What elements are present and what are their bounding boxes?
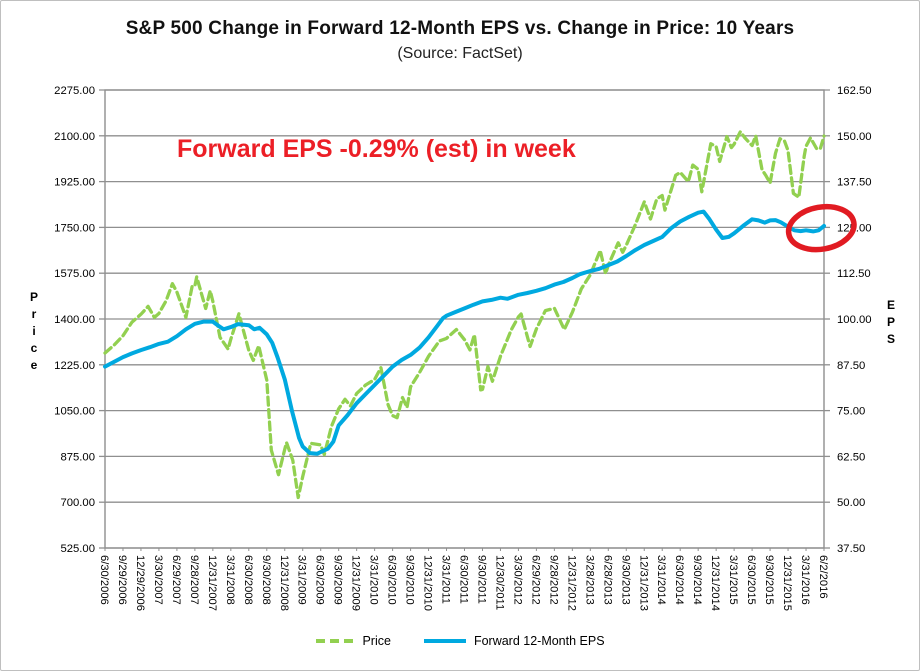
right-axis-tick-label: 137.50 <box>837 177 872 189</box>
x-axis-tick-label: 12/31/2014 <box>709 555 721 611</box>
x-axis-tick-label: 6/30/2006 <box>98 555 110 605</box>
x-axis-tick-label: 12/31/2013 <box>637 555 649 611</box>
x-axis-tick-label: 3/31/2014 <box>655 555 667 605</box>
right-axis-tick-label: 150.00 <box>837 131 872 143</box>
legend-item-price: Price <box>315 634 391 648</box>
left-axis-tick-label: 1400.00 <box>54 314 95 326</box>
x-axis-tick-label: 9/30/2014 <box>691 555 703 605</box>
left-axis-tick-label: 700.00 <box>60 497 95 509</box>
legend-eps-solid-swatch <box>423 639 466 643</box>
left-axis-tick-label: 1750.00 <box>54 222 95 234</box>
x-axis-tick-label: 6/30/2011 <box>458 555 470 604</box>
x-axis-tick-label: 12/31/2012 <box>565 555 577 611</box>
legend-price-dashed-swatch <box>316 639 355 643</box>
x-axis-tick-label: 6/30/2009 <box>314 555 326 605</box>
right-axis-tick-label: 50.00 <box>837 497 865 509</box>
left-axis-tick-label: 875.00 <box>60 451 95 463</box>
x-axis-tick-label: 3/31/2016 <box>799 555 811 605</box>
price-series-line <box>103 129 826 500</box>
left-axis-tick-label: 1575.00 <box>54 268 95 280</box>
x-axis-tick-label: 6/2/2016 <box>817 555 829 599</box>
x-axis-tick-label: 9/28/2007 <box>188 555 200 605</box>
forward-eps-annotation: Forward EPS -0.29% (est) in week <box>177 135 576 163</box>
x-axis-tick-label: 12/30/2011 <box>493 555 505 610</box>
x-axis-tick-label: 6/30/2014 <box>673 555 685 605</box>
x-axis-tick-label: 6/29/2012 <box>529 555 541 605</box>
x-axis-tick-label: 9/30/2008 <box>260 555 272 605</box>
x-axis-tick-label: 12/31/2015 <box>781 555 793 611</box>
legend-label-forward-eps: Forward 12-Month EPS <box>473 634 605 648</box>
x-axis-tick-label: 12/31/2008 <box>278 555 290 611</box>
right-axis-tick-label: 100.00 <box>837 314 872 326</box>
x-axis-tick-label: 9/30/2015 <box>763 555 775 605</box>
chart-title: S&P 500 Change in Forward 12-Month EPS v… <box>125 18 795 39</box>
x-axis-tick-label: 6/28/2013 <box>601 555 613 605</box>
x-axis-tick-label: 3/30/2007 <box>152 555 164 605</box>
right-axis-tick-label: 62.50 <box>837 451 865 463</box>
x-axis-tick-label: 9/30/2011 <box>475 555 487 604</box>
x-axis-tick-label: 9/29/2006 <box>116 555 128 605</box>
right-axis-tick-label: 37.50 <box>837 543 865 555</box>
right-axis-tick-label: 87.50 <box>837 360 865 372</box>
right-axis-tick-label: 112.50 <box>837 268 871 280</box>
left-axis-tick-label: 2275.00 <box>54 85 95 97</box>
x-axis-tick-label: 6/29/2007 <box>170 555 182 605</box>
chart-subtitle: (Source: FactSet) <box>397 45 523 62</box>
x-axis-tick-label: 3/30/2012 <box>511 555 523 605</box>
x-axis-tick-label: 3/31/2008 <box>224 555 236 605</box>
x-axis-tick-label: 6/30/2008 <box>242 555 254 605</box>
x-axis-tick-label: 3/31/2015 <box>727 555 739 605</box>
x-axis-tick-label: 12/31/2010 <box>422 555 434 611</box>
x-axis-tick-label: 12/29/2006 <box>134 555 146 611</box>
x-axis-tick-label: 6/30/2010 <box>386 555 398 605</box>
x-axis-tick-label: 3/31/2011 <box>440 555 452 604</box>
left-axis-tick-label: 1050.00 <box>54 406 95 418</box>
x-axis-tick-label: 9/30/2010 <box>404 555 416 605</box>
x-axis-tick-label: 12/31/2009 <box>350 555 362 611</box>
right-axis-title-eps: E P S <box>887 298 896 346</box>
legend-label-price: Price <box>362 634 391 648</box>
left-axis-tick-label: 2100.00 <box>54 131 95 143</box>
x-axis-tick-label: 3/31/2010 <box>368 555 380 605</box>
left-axis-tick-label: 525.00 <box>60 543 95 555</box>
right-axis-tick-label: 162.50 <box>837 85 872 97</box>
forward-eps-series-line <box>103 209 826 456</box>
left-axis-tick-label: 1925.00 <box>54 177 95 189</box>
x-axis-tick-label: 3/28/2013 <box>583 555 595 605</box>
left-axis-tick-label: 1225.00 <box>54 360 95 372</box>
legend: Price Forward 12-Month EPS <box>1 634 919 648</box>
x-axis-tick-label: 3/31/2009 <box>296 555 308 605</box>
x-axis-tick-label: 9/28/2012 <box>547 555 559 605</box>
right-axis-tick-label: 75.00 <box>837 406 865 418</box>
x-axis-tick-label: 12/31/2007 <box>206 555 218 611</box>
x-axis-tick-label: 9/30/2009 <box>332 555 344 605</box>
left-axis-title-price: P r i c e <box>30 290 39 372</box>
highlight-ellipse <box>785 203 857 253</box>
x-axis-tick-label: 6/30/2015 <box>745 555 757 605</box>
legend-item-forward-eps: Forward 12-Month EPS <box>423 634 605 648</box>
x-axis-tick-label: 9/30/2013 <box>619 555 631 605</box>
